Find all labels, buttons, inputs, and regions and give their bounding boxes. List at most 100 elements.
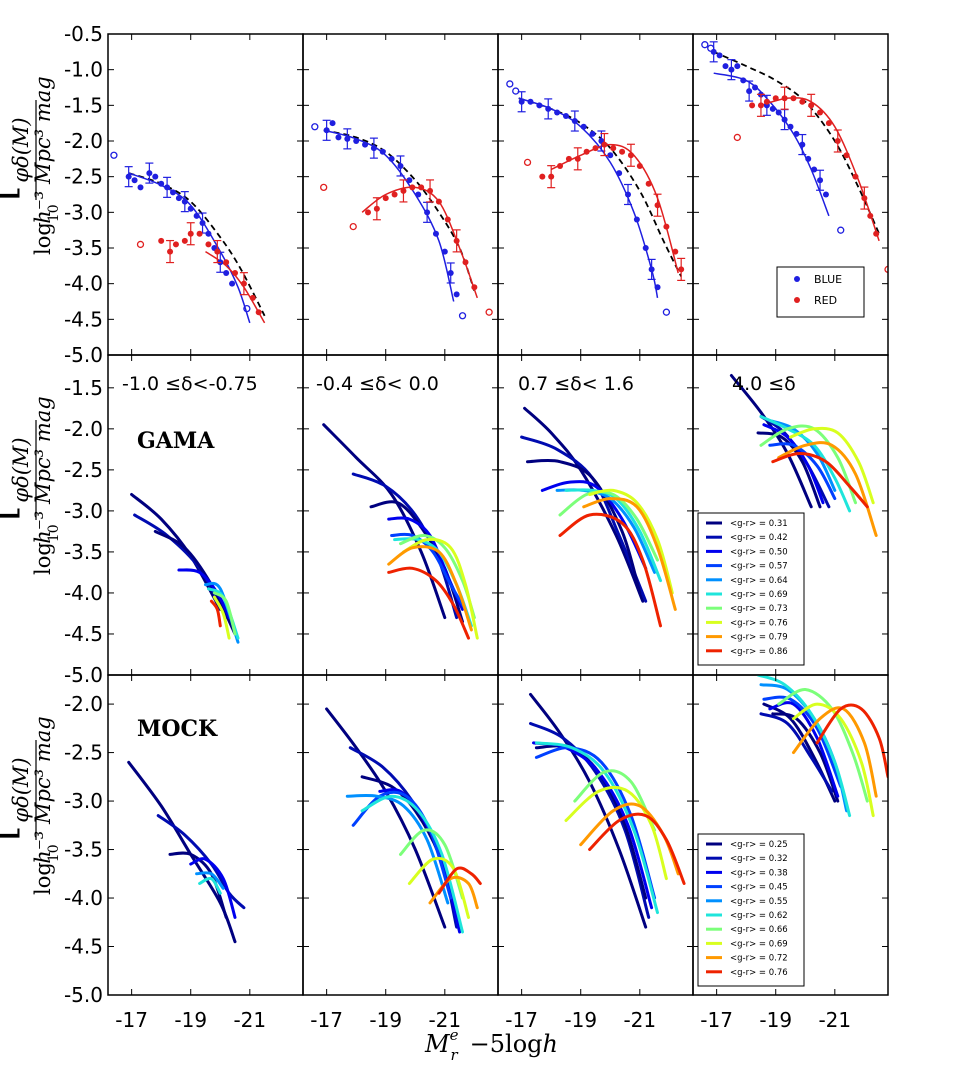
svg-text:log10: log10 [31, 844, 62, 895]
color-bin-curve [387, 566, 470, 640]
blue-point [616, 170, 623, 177]
panel-content [322, 423, 479, 640]
red-point [565, 155, 572, 162]
y-tick-label: -3.0 [64, 499, 103, 523]
color-bin-curve [195, 871, 225, 890]
color-bin-curve [529, 692, 648, 929]
panel-frame [302, 354, 499, 676]
red-point [772, 95, 779, 102]
top-legend: BLUE RED [776, 266, 865, 318]
panel-r3-c3 [497, 674, 694, 996]
ylabel-num: φδ(M) [9, 117, 33, 182]
blue-point [769, 105, 776, 112]
red-point [444, 216, 451, 223]
blue-point [799, 141, 806, 148]
y-tick-label: -0.5 [64, 22, 103, 46]
x-axis-label: Me r −5logh [424, 1026, 558, 1064]
red-point [592, 145, 599, 152]
blue-point [642, 245, 649, 251]
density-range-label-4: 4.0 ≤δ [732, 373, 796, 395]
blue-point [137, 184, 144, 191]
legend-marker-blue [794, 276, 800, 282]
top-legend-frame [776, 266, 865, 318]
color-bin-curve [789, 426, 875, 505]
blue-point [571, 118, 578, 125]
blue-point [787, 123, 794, 130]
color-bin-curve [168, 851, 228, 919]
blue-point [554, 109, 561, 116]
red-point [672, 248, 679, 255]
color-bin-curve [771, 451, 869, 509]
color-bin-curve [573, 769, 657, 832]
color-bin-curve [407, 856, 470, 919]
panel-r3-c4 [692, 674, 889, 996]
red-open-point [349, 222, 357, 231]
red-point [382, 195, 389, 202]
panel-r1-c1 [107, 33, 304, 356]
blue-point [397, 162, 404, 169]
blue-fit-line [128, 172, 251, 324]
y-tick-label: -4.0 [64, 581, 103, 605]
panel-content [520, 406, 677, 628]
color-bin-curve [777, 441, 878, 537]
blue-point [746, 88, 753, 95]
labels-overlay: -1.0 ≤δ<-0.75 -0.4 ≤δ< 0.0 0.7 ≤δ< 1.6 4.0 … [122, 266, 865, 987]
red-point [873, 230, 880, 237]
red-point [205, 241, 212, 248]
color-bin-curve [729, 374, 813, 509]
color-bin-curve [209, 599, 222, 628]
red-open-point [733, 133, 741, 142]
color-bin-curve [564, 785, 668, 881]
blue-open-point [701, 41, 709, 49]
red-fit-line [550, 143, 679, 274]
y-tick-label: -4.5 [64, 935, 103, 959]
panel-content [529, 692, 686, 929]
blue-point [199, 220, 206, 227]
color-bin-curve [756, 431, 822, 509]
blue-point [205, 230, 212, 237]
legend-label: <g-r> = 0.64 [730, 576, 788, 586]
blue-point [728, 66, 735, 73]
blue-point [740, 77, 747, 84]
panel-frame [107, 33, 304, 356]
color-bin-curve [369, 500, 464, 624]
blue-point [793, 130, 800, 137]
red-open-point [136, 240, 145, 249]
legend-label: <g-r> = 0.72 [730, 954, 788, 964]
red-point [867, 212, 874, 219]
blue-point [589, 130, 596, 137]
blue-point [752, 84, 759, 91]
svg-text:φδ(M): φδ(M) [9, 757, 33, 822]
color-bin-curve [212, 595, 231, 640]
panel-content [729, 374, 878, 537]
color-bin-curve [360, 794, 464, 934]
red-point [781, 95, 788, 102]
legend-label: <g-r> = 0.73 [730, 604, 788, 614]
legend-label: <g-r> = 0.69 [730, 590, 788, 600]
red-point [574, 155, 581, 162]
x-tick-label: -17 [700, 1008, 733, 1032]
y-tick-label: -2.0 [64, 417, 103, 441]
blue-open-point [458, 312, 467, 320]
y-axis-label-row2: log10 φδ(M) h⁻³ Mpc³ mag [ [0, 396, 62, 575]
blue-point [562, 113, 569, 120]
legend-label: <g-r> = 0.79 [730, 633, 788, 643]
legend-label: <g-r> = 0.31 [730, 519, 788, 529]
red-point [223, 259, 230, 266]
blue-point [187, 205, 194, 212]
red-point [757, 102, 764, 109]
ylabel-log: log [31, 222, 55, 255]
panel-content [127, 760, 246, 944]
blue-point [781, 116, 788, 123]
blue-point [175, 195, 182, 202]
color-bin-curve [588, 488, 674, 595]
y-tick-label: -5.0 [64, 343, 103, 367]
blue-point [432, 230, 439, 237]
blue-point [323, 127, 330, 134]
legend-label-blue: BLUE [814, 273, 842, 286]
blue-point [344, 135, 351, 142]
y-tick-label: -2.5 [64, 458, 103, 482]
x-tick-label: -19 [759, 1008, 792, 1032]
blue-open-point [243, 304, 251, 313]
